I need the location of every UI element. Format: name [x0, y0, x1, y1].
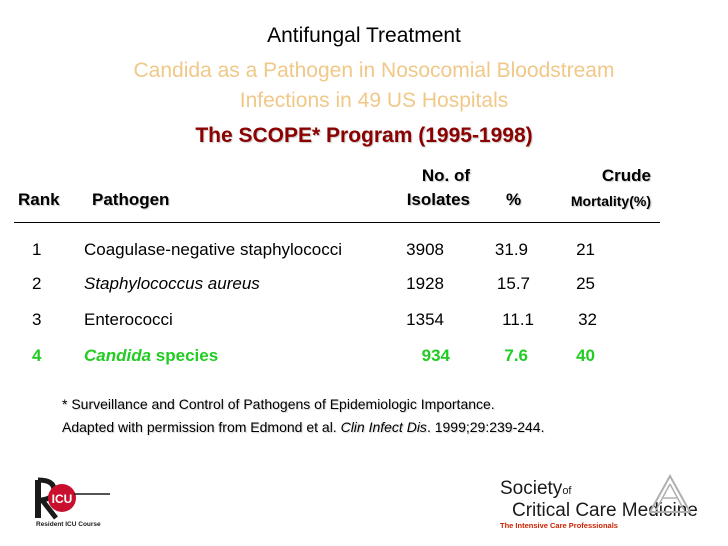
sccm-tagline: The Intensive Care Professionals [500, 521, 618, 530]
subtitle-line-1: Candida as a Pathogen in Nosocomial Bloo… [133, 59, 615, 82]
row-mortality: 21 [576, 240, 595, 259]
row-rank: 3 [32, 310, 42, 329]
footnote-citation: Adapted with permission from Edmond et a… [62, 419, 544, 435]
slide-subtitle: Candida as a Pathogen in Nosocomial Bloo… [40, 56, 708, 116]
citation-journal: Clin Infect Dis [340, 419, 427, 435]
row-rank: 1 [32, 240, 42, 259]
row-mortality: 25 [576, 274, 595, 293]
header-rank: Rank [18, 190, 60, 209]
row-isolates: 1928 [406, 274, 444, 293]
footnote-definition: * Surveillance and Control of Pathogens … [62, 396, 495, 412]
pathogen-rest: species [155, 346, 219, 365]
sccm-emblem-icon [648, 474, 692, 513]
row-mortality: 40 [576, 346, 595, 365]
pathogen-genus: Candida [84, 346, 152, 365]
row-mortality: 32 [578, 310, 597, 329]
row-isolates: 1354 [406, 310, 444, 329]
logo-letters: ICU [52, 492, 73, 506]
subtitle-line-2: Infections in 49 US Hospitals [239, 89, 509, 112]
row-isolates: 934 [421, 346, 450, 365]
header-percent: % [506, 190, 522, 209]
row-rank: 4 [32, 346, 42, 365]
header-isolates-line2: Isolates [406, 190, 470, 209]
header-isolates-line1: No. of [421, 166, 470, 185]
header-divider [14, 222, 660, 223]
row-rank: 2 [32, 274, 42, 293]
sccm-society: Societyof [500, 478, 572, 500]
row-pathogen: Candida species [84, 346, 218, 366]
logo-caption: Resident ICU Course [36, 521, 101, 528]
resident-icu-logo: ICU Resident ICU Course [30, 476, 116, 528]
resident-icu-logo-graphic: ICU Resident ICU Course [35, 477, 110, 528]
sccm-name: Critical Care Medicine [512, 500, 698, 521]
row-pathogen: Coagulase-negative staphylococci [84, 240, 342, 259]
row-percent: 11.1 [502, 310, 534, 329]
citation-suffix: . 1999;29:239-244. [426, 419, 545, 435]
header-mortality-line1: Crude [601, 166, 651, 185]
row-percent: 7.6 [504, 346, 528, 365]
row-percent: 31.9 [494, 240, 528, 259]
slide-title: Antifungal Treatment [267, 24, 461, 47]
sccm-logo: Societyof Critical Care Medicine The Int… [496, 474, 698, 530]
sccm-society-text: Society [500, 478, 563, 499]
program-title: The SCOPE* Program (1995-1998) [195, 124, 533, 147]
citation-prefix: Adapted with permission from Edmond et a… [62, 419, 341, 435]
header-pathogen: Pathogen [92, 190, 170, 209]
row-percent: 15.7 [496, 274, 530, 293]
row-isolates: 3908 [406, 240, 444, 259]
row-pathogen: Staphylococcus aureus [84, 274, 260, 293]
sccm-of-text: of [562, 485, 572, 497]
header-mortality-line2: Mortality(%) [570, 193, 651, 209]
row-pathogen: Enterococci [84, 310, 173, 329]
